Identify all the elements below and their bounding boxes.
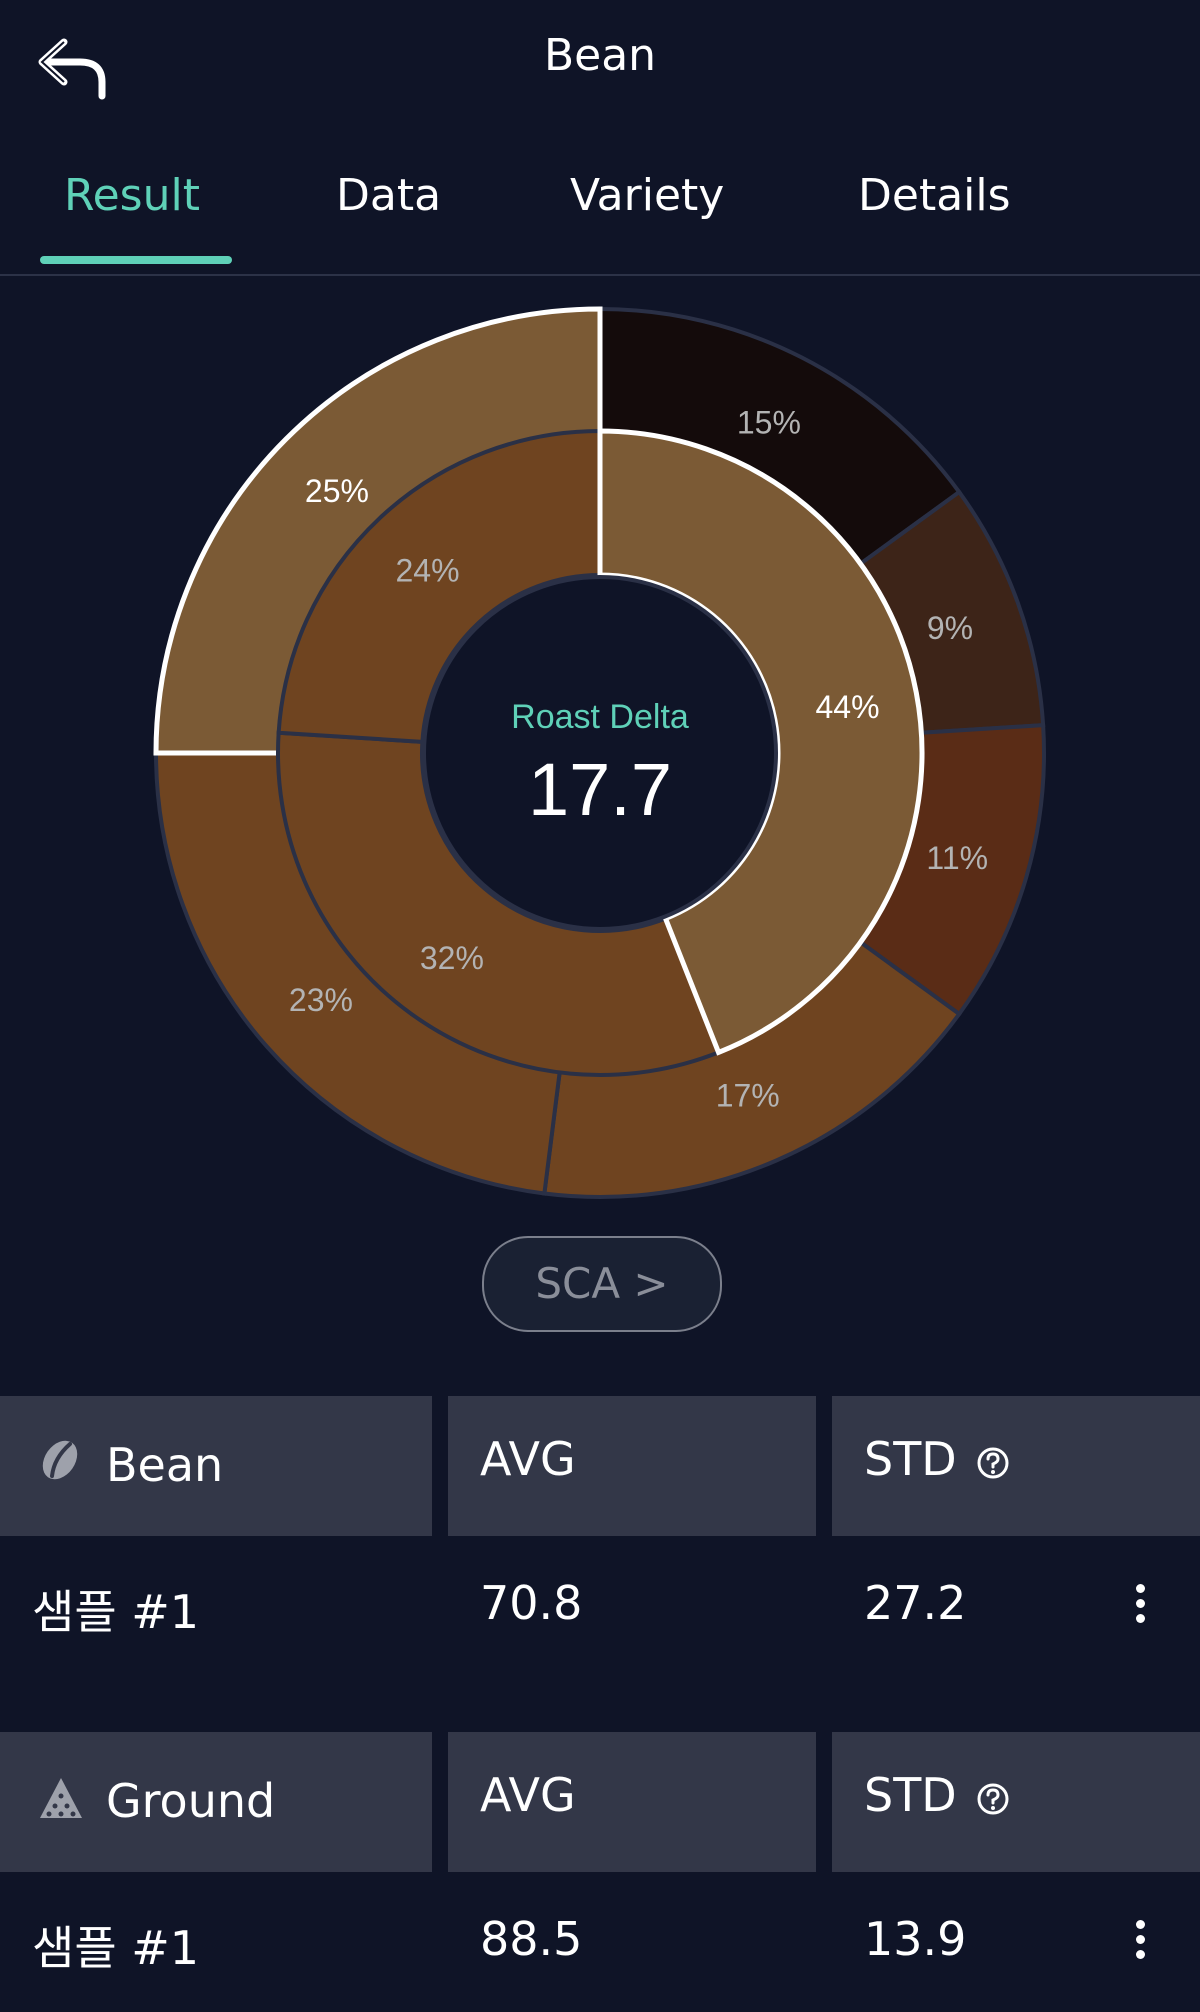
roast-delta-chart: 15% 9% 11% 17% 23% 25% 44% 32% 24% Roast Delta 1… [0, 276, 1200, 1226]
std-header-label: STD [864, 1768, 957, 1822]
active-tab-indicator [40, 256, 232, 264]
outer-ring-percent-label: 9% [927, 610, 973, 646]
table-row: 샘플 #1 70.8 27.2 [0, 1536, 1200, 1676]
ground-category-cell: Ground [0, 1732, 432, 1872]
app-header: Bean [0, 0, 1200, 120]
avg-header-label: AVG [480, 1432, 576, 1486]
chart-center-hole [422, 575, 778, 931]
sample-name: 샘플 #1 [32, 1921, 200, 1975]
ground-std-header: STD [832, 1732, 1200, 1872]
bean-category-cell: Bean [0, 1396, 432, 1536]
ground-category-label: Ground [106, 1774, 276, 1828]
help-icon[interactable] [976, 1782, 1010, 1816]
back-button[interactable] [36, 34, 112, 104]
avg-header-label: AVG [480, 1768, 576, 1822]
inner-ring-percent-label: 32% [420, 940, 484, 976]
outer-ring-percent-label: 11% [926, 840, 988, 876]
tab-details[interactable]: Details [858, 170, 1011, 221]
inner-ring-percent-label: 24% [395, 552, 459, 588]
bean-category-label: Bean [106, 1438, 224, 1492]
sample-name: 샘플 #1 [32, 1585, 200, 1639]
help-icon[interactable] [976, 1446, 1010, 1480]
ground-coffee-icon [40, 1778, 82, 1818]
page-title: Bean [543, 30, 657, 81]
table-row: 샘플 #1 88.5 13.9 [0, 1872, 1200, 2012]
std-value: 27.2 [864, 1576, 967, 1630]
outer-ring-percent-label: 15% [737, 405, 801, 441]
tab-result[interactable]: Result [64, 170, 200, 221]
sunburst-chart: 15% 9% 11% 17% 23% 25% 44% 32% 24% Roast Delta 1… [153, 306, 1046, 1199]
tab-variety[interactable]: Variety [570, 170, 725, 221]
avg-value: 70.8 [480, 1576, 583, 1630]
outer-ring-percent-label: 25% [305, 473, 369, 509]
outer-ring-percent-label: 17% [716, 1077, 780, 1113]
ground-avg-header: AVG [448, 1732, 816, 1872]
avg-value: 88.5 [480, 1912, 583, 1966]
bean-avg-header: AVG [448, 1396, 816, 1536]
more-options-icon[interactable] [1120, 1914, 1160, 1974]
coffee-bean-icon [42, 1440, 78, 1480]
std-value: 13.9 [864, 1912, 967, 1966]
inner-ring-percent-label: 44% [816, 689, 880, 725]
chart-center-label: Roast Delta [511, 698, 689, 736]
std-header-label: STD [864, 1432, 957, 1486]
outer-ring-percent-label: 23% [289, 982, 353, 1018]
sca-button[interactable]: SCA > [482, 1236, 722, 1332]
back-arrow-icon [38, 38, 106, 100]
tab-data[interactable]: Data [336, 170, 442, 221]
more-options-icon[interactable] [1120, 1578, 1160, 1638]
chart-center-value: 17.7 [528, 748, 672, 831]
tab-bar: Result Data Variety Details [0, 150, 1200, 276]
bean-std-header: STD [832, 1396, 1200, 1536]
